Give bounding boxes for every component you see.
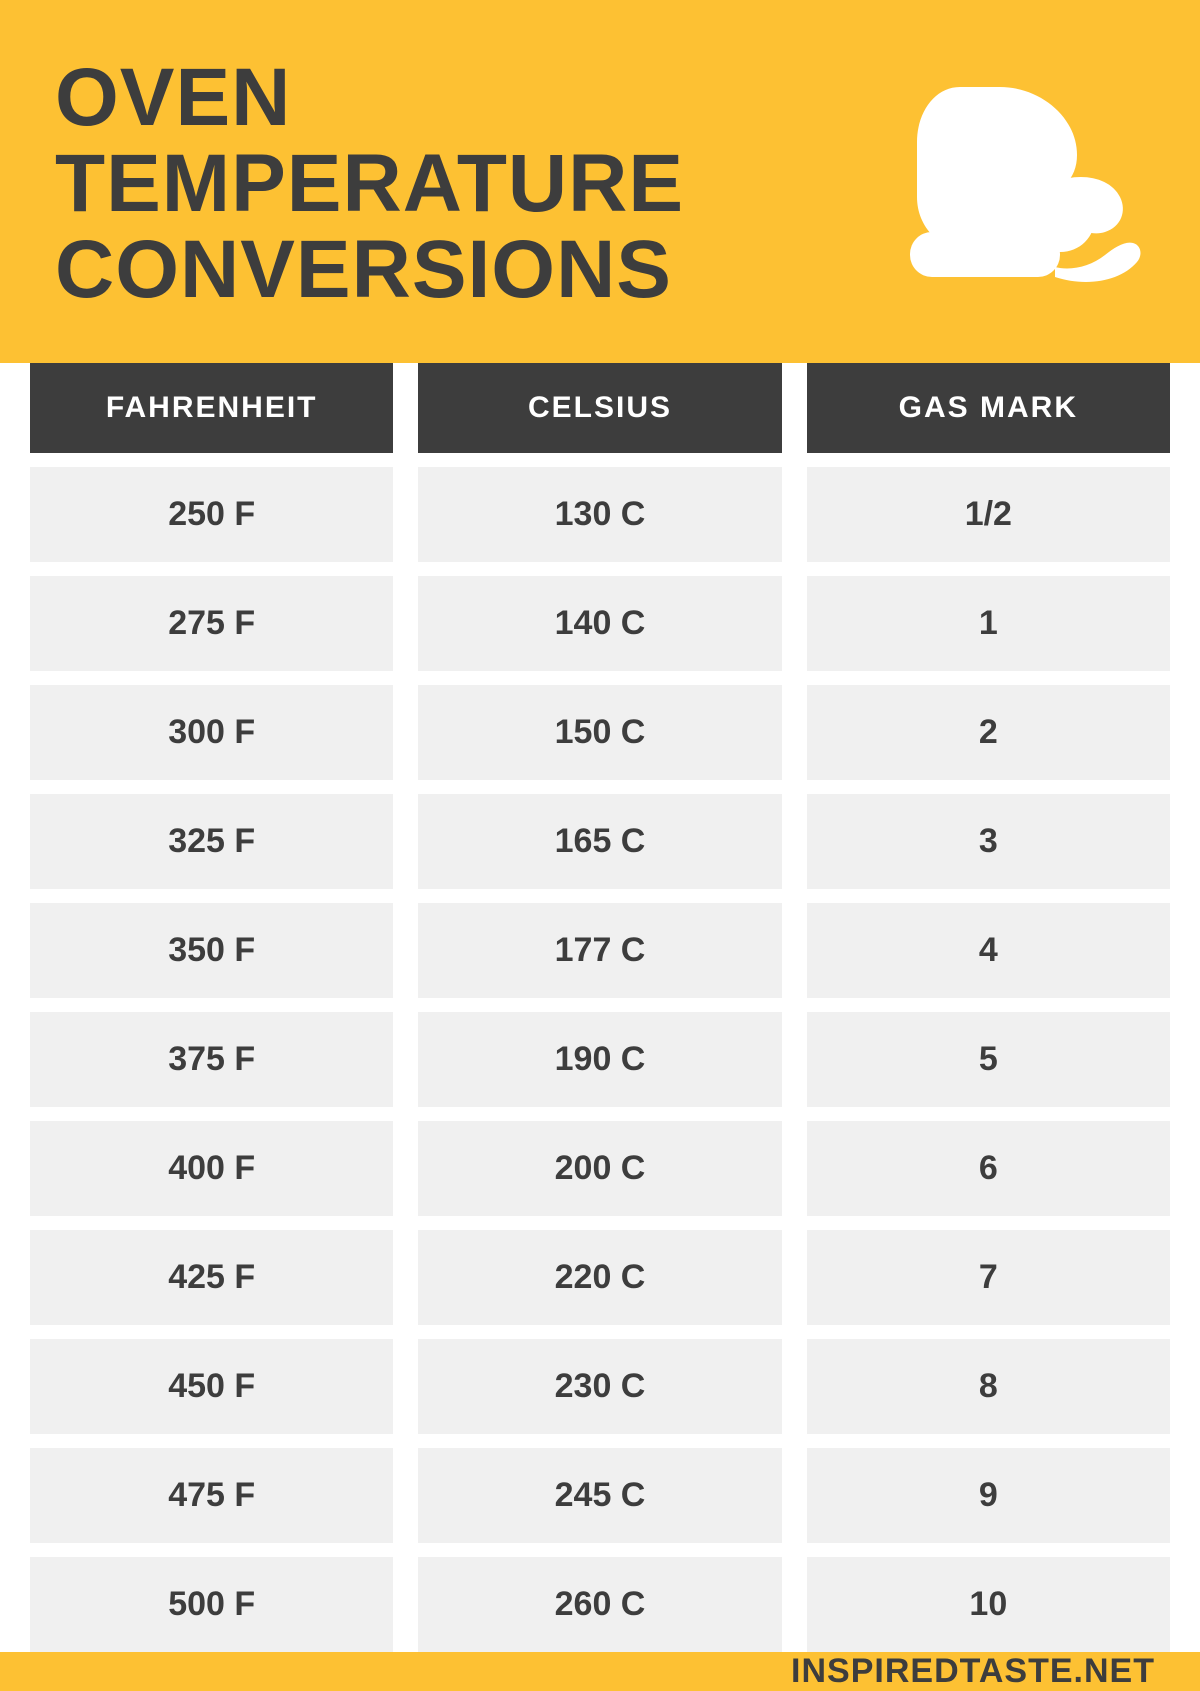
cell-celsius: 220 C bbox=[418, 1230, 781, 1325]
cell-fahrenheit: 250 F bbox=[30, 467, 393, 562]
cell-gasmark: 9 bbox=[807, 1448, 1170, 1543]
cell-gasmark: 5 bbox=[807, 1012, 1170, 1107]
cell-fahrenheit: 500 F bbox=[30, 1557, 393, 1652]
column-header-celsius: CELSIUS bbox=[418, 363, 781, 453]
cell-celsius: 140 C bbox=[418, 576, 781, 671]
column-header-fahrenheit: FAHRENHEIT bbox=[30, 363, 393, 453]
footer-source: INSPIREDTASTE.NET bbox=[791, 1652, 1155, 1691]
cell-fahrenheit: 300 F bbox=[30, 685, 393, 780]
cell-celsius: 200 C bbox=[418, 1121, 781, 1216]
cell-celsius: 165 C bbox=[418, 794, 781, 889]
cell-gasmark: 7 bbox=[807, 1230, 1170, 1325]
cell-celsius: 245 C bbox=[418, 1448, 781, 1543]
cell-fahrenheit: 450 F bbox=[30, 1339, 393, 1434]
column-celsius: CELSIUS 130 C 140 C 150 C 165 C 177 C 190 C 200… bbox=[418, 363, 781, 1652]
conversion-card: OVEN TEMPERATURE CONVERSIONS FAHRENHEIT 2… bbox=[0, 0, 1200, 1600]
cell-celsius: 150 C bbox=[418, 685, 781, 780]
cell-celsius: 260 C bbox=[418, 1557, 781, 1652]
cell-gasmark: 6 bbox=[807, 1121, 1170, 1216]
cell-gasmark: 8 bbox=[807, 1339, 1170, 1434]
cell-fahrenheit: 325 F bbox=[30, 794, 393, 889]
column-header-gasmark: GAS MARK bbox=[807, 363, 1170, 453]
footer: INSPIREDTASTE.NET bbox=[0, 1652, 1200, 1691]
column-fahrenheit: FAHRENHEIT 250 F 275 F 300 F 325 F 350 F 375 F… bbox=[30, 363, 393, 1652]
cell-gasmark: 1/2 bbox=[807, 467, 1170, 562]
cell-gasmark: 2 bbox=[807, 685, 1170, 780]
oven-mitt-icon bbox=[905, 77, 1145, 292]
cell-fahrenheit: 350 F bbox=[30, 903, 393, 998]
cell-fahrenheit: 275 F bbox=[30, 576, 393, 671]
column-gasmark: GAS MARK 1/2 1 2 3 4 5 6 7 8 9 10 bbox=[807, 363, 1170, 1652]
cell-celsius: 130 C bbox=[418, 467, 781, 562]
cell-gasmark: 10 bbox=[807, 1557, 1170, 1652]
header: OVEN TEMPERATURE CONVERSIONS bbox=[0, 0, 1200, 363]
cell-fahrenheit: 425 F bbox=[30, 1230, 393, 1325]
cell-fahrenheit: 375 F bbox=[30, 1012, 393, 1107]
cell-celsius: 177 C bbox=[418, 903, 781, 998]
conversion-table: FAHRENHEIT 250 F 275 F 300 F 325 F 350 F 375 F… bbox=[0, 363, 1200, 1652]
title-line-2: CONVERSIONS bbox=[55, 227, 885, 313]
cell-celsius: 190 C bbox=[418, 1012, 781, 1107]
cell-gasmark: 4 bbox=[807, 903, 1170, 998]
cell-celsius: 230 C bbox=[418, 1339, 781, 1434]
cell-fahrenheit: 400 F bbox=[30, 1121, 393, 1216]
title-line-1: OVEN TEMPERATURE bbox=[55, 55, 885, 227]
cell-gasmark: 3 bbox=[807, 794, 1170, 889]
cell-fahrenheit: 475 F bbox=[30, 1448, 393, 1543]
page-title: OVEN TEMPERATURE CONVERSIONS bbox=[55, 55, 885, 313]
cell-gasmark: 1 bbox=[807, 576, 1170, 671]
